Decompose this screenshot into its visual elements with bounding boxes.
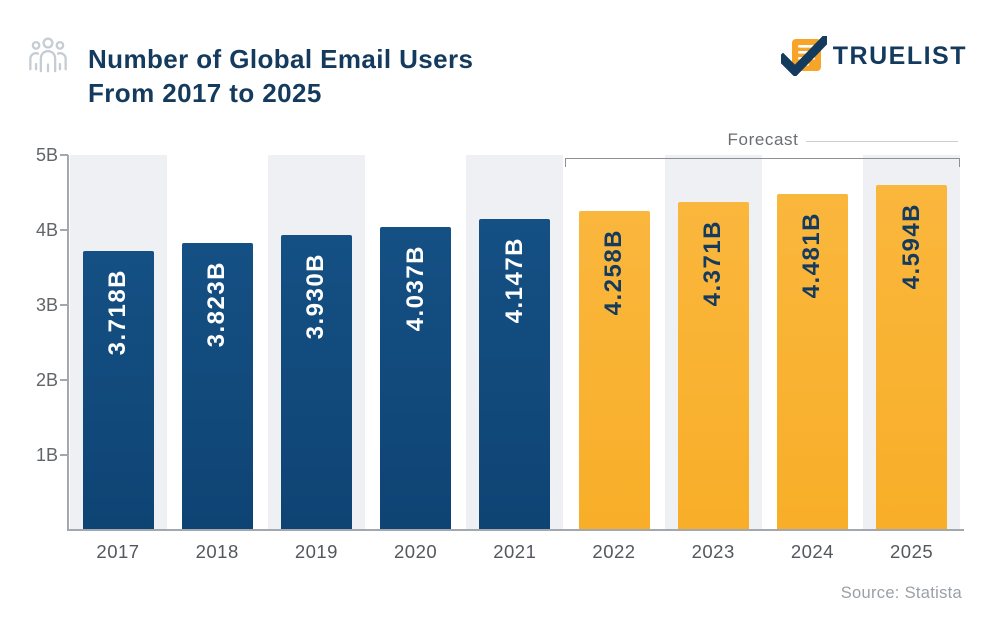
bar-2023: 4.371B [677,202,749,530]
y-axis-label-3B: 3B [35,295,58,315]
bar-value-label-2019: 3.930B [302,253,330,340]
bar-value-label-2021: 4.147B [500,236,528,324]
x-axis-label-2025: 2025 [890,541,934,562]
x-axis-baseline [67,529,964,531]
page-title: Number of Global Email Users From 2017 t… [88,42,473,110]
bar-value-label-2022: 4.258B [600,228,627,316]
x-axis-label-2021: 2021 [493,541,537,562]
y-axis-tick-5B [60,154,68,156]
bar-value-label-2018: 3.823B [203,261,231,348]
y-axis-label-2B: 2B [35,370,58,390]
forecast-bracket [565,158,960,167]
x-axis-label-2020: 2020 [394,541,438,562]
bar-2017: 3.718B [82,251,154,530]
bar-value-label-2017: 3.718B [104,269,131,356]
forecast-label: Forecast [727,130,799,149]
title-line-2: From 2017 to 2025 [88,78,322,108]
bar-2020: 4.037B [380,227,452,530]
x-axis-label-2017: 2017 [96,541,140,562]
bar-2019: 3.930B [280,235,352,530]
source-credit: Source: Statista [840,584,962,602]
y-axis-tick-1B [60,454,68,456]
bar-2022: 4.258B [578,210,650,530]
checklist-checkmark-icon [780,36,827,76]
logo-wordmark: TRUELIST [832,41,967,70]
truelist-logo: TRUELIST [780,36,967,76]
bar-2025: 4.594B [876,185,948,530]
bar-value-label-2023: 4.371B [699,220,727,307]
people-group-icon [29,37,67,73]
bar-2018: 3.823B [181,243,253,530]
y-axis-tick-2B [60,379,68,381]
y-axis-line [67,155,69,530]
forecast-leader-line [806,141,958,142]
title-line-1: Number of Global Email Users [88,44,474,74]
x-axis-label-2018: 2018 [195,541,239,562]
y-axis-tick-3B [60,304,68,306]
bar-2021: 4.147B [479,218,551,530]
y-axis-label-1B: 1B [35,445,58,465]
bar-2024: 4.481B [776,193,848,530]
x-axis-label-2023: 2023 [691,541,735,562]
x-axis-label-2019: 2019 [294,541,338,562]
x-axis-label-2022: 2022 [592,541,636,562]
y-axis-tick-4B [60,229,68,231]
bar-value-label-2020: 4.037B [401,245,429,332]
x-axis-label-2024: 2024 [790,541,834,562]
bar-value-label-2025: 4.594B [897,203,925,290]
y-axis-label-4B: 4B [35,220,58,240]
y-axis-label-5B: 5B [35,145,58,165]
bar-value-label-2024: 4.481B [798,211,826,299]
